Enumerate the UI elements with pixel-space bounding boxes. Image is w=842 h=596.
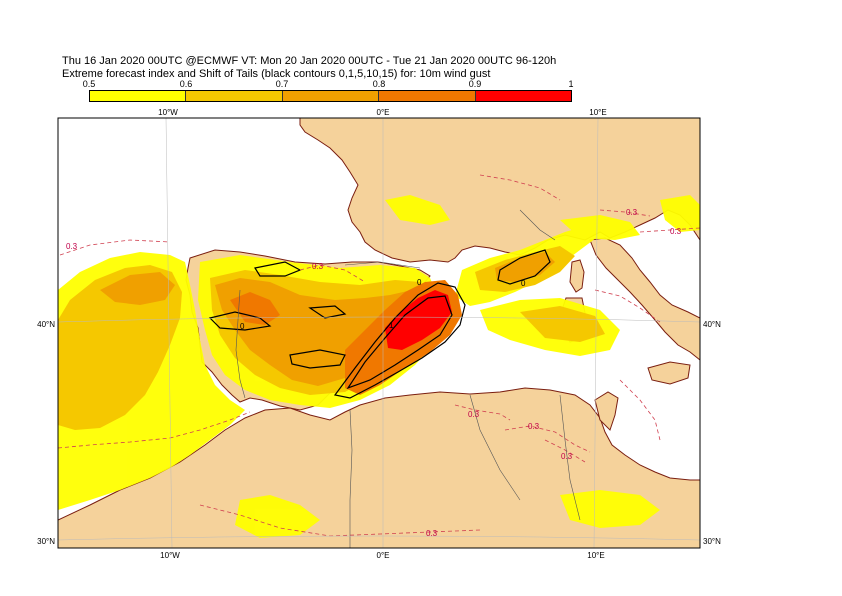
colorbar-swatch: [186, 91, 283, 101]
country-borders: [235, 209, 581, 548]
axis-label-left: 30°N: [37, 537, 55, 546]
contour-label: 0.3: [312, 262, 324, 271]
sot-label: 0: [417, 278, 422, 287]
efi-red: [385, 290, 452, 350]
map-frame: [57, 117, 701, 549]
colorbar-tick: 0.6: [179, 79, 193, 89]
colorbar-tick: 0.9: [468, 79, 482, 89]
contour-labels: 0.3 0.3 0.3 0.3 0.3 0.3 0.3 0.3: [66, 208, 682, 538]
contour-label: 0.3: [528, 422, 540, 431]
contour-label: 0.3: [670, 227, 682, 236]
colorbar-swatch: [282, 91, 380, 101]
colorbar-tick: 0.8: [372, 79, 386, 89]
sot-label: 0: [521, 279, 526, 288]
axis-label-right: 40°N: [703, 320, 721, 329]
colorbar-tick: 0.5: [82, 79, 96, 89]
graticule: [58, 118, 700, 548]
axis-label-bottom: 10°E: [587, 551, 604, 560]
contour-label: 0.3: [626, 208, 638, 217]
axis-label-left: 40°N: [37, 320, 55, 329]
axis-label-bottom: 10°W: [160, 551, 180, 560]
colorbar-swatch: [379, 91, 476, 101]
map-area: 0.3 0.3 0.3 0.3 0.3 0.3 0.3 0.3 0 0 1 0: [58, 118, 700, 548]
title-line-1: Thu 16 Jan 2020 00UTC @ECMWF VT: Mon 20 …: [62, 55, 557, 67]
axis-label-top: 0°E: [377, 108, 390, 117]
axis-label-top: 10°E: [589, 108, 606, 117]
colorbar-swatch: [475, 91, 572, 101]
title-line-2: Extreme forecast index and Shift of Tail…: [62, 68, 491, 80]
colorbar-tick: 1: [568, 79, 574, 89]
axis-label-top: 10°W: [158, 108, 178, 117]
contour-label: 0.3: [561, 452, 573, 461]
contour-label: 0.3: [426, 529, 438, 538]
axis-label-right: 30°N: [703, 537, 721, 546]
sot-contours: [208, 249, 551, 399]
contour-label: 0.3: [468, 410, 480, 419]
colorbar-tick: 0.7: [275, 79, 289, 89]
sot-labels: 0 0 1 0: [240, 278, 526, 331]
contour-label: 0.3: [66, 242, 78, 251]
sot-label: 1: [389, 321, 394, 330]
axis-label-bottom: 0°E: [377, 551, 390, 560]
colorbar-swatch: [90, 91, 187, 101]
colorbar: [89, 90, 572, 102]
sot-label: 0: [240, 322, 245, 331]
